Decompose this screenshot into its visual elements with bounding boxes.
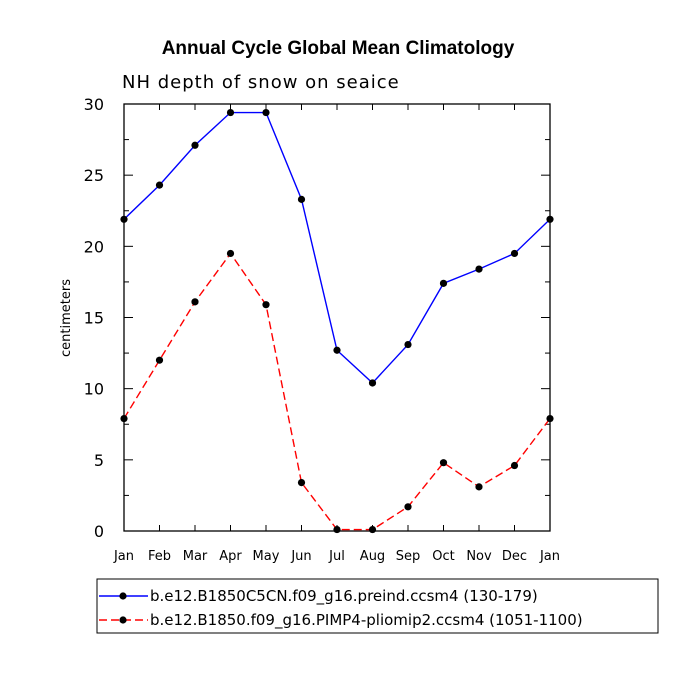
data-point [226,249,235,258]
data-point [510,249,519,258]
data-point [120,414,128,423]
legend: b.e12.B1850C5CN.f09_g16.preind.ccsm4 (13… [99,587,583,630]
data-point [368,379,377,387]
y-tick-label: 20 [84,237,104,256]
x-tick-label: Jun [290,549,311,564]
y-axis: 0 5 10 15 20 25 30 [84,95,550,541]
plot-frame [123,103,551,532]
y-tick-label: 0 [94,522,104,541]
y-tick-label: 15 [84,309,104,328]
data-point [262,301,270,309]
data-point [546,215,554,223]
y-axis-label: centimeters [59,279,74,357]
data-point [475,483,483,491]
legend-label-1: b.e12.B1850C5CN.f09_g16.preind.ccsm4 (13… [150,587,538,606]
x-tick-label: Aug [360,549,385,564]
data-point [475,265,483,273]
series-line-2 [123,252,551,531]
data-point [120,215,128,223]
y-tick-label: 10 [84,380,104,399]
x-tick-label: Jul [328,549,345,564]
x-axis: Jan Feb Mar Apr May Jun Jul Aug Sep Oct Nov Dec Jan [113,104,560,564]
y-tick-label: 25 [84,166,104,185]
x-tick-label: Feb [148,549,171,564]
data-point [510,461,519,470]
y-tick-label: 5 [94,451,104,470]
legend-label-2: b.e12.B1850.f09_g16.PIMP4-pliomip2.ccsm4… [150,611,583,630]
data-point [262,108,270,117]
data-point [333,525,341,534]
x-tick-label: Mar [183,549,208,564]
data-point [368,525,377,534]
series-line-1 [123,111,551,384]
data-point [226,108,235,117]
x-tick-label: Oct [432,549,454,564]
x-tick-label: Sep [396,549,421,564]
legend-marker-1 [119,592,127,600]
x-tick-label: Dec [502,549,527,564]
data-point [155,356,164,364]
data-point [546,414,554,423]
data-point [404,340,412,349]
data-point [439,459,448,467]
data-point [333,346,341,354]
data-point [191,141,199,149]
chart-title: Annual Cycle Global Mean Climatology [162,38,515,59]
data-point [191,298,199,306]
chart-subtitle: NH depth of snow on seaice [122,72,400,93]
x-tick-label: May [253,549,280,564]
data-point [439,279,448,287]
x-tick-label: Apr [219,549,242,564]
data-point [297,479,306,487]
data-point [155,181,164,189]
x-tick-label: Jan [113,549,134,564]
data-point [297,195,306,203]
y-tick-label: 30 [84,95,104,114]
x-tick-label: Jan [539,549,560,564]
series-layer [120,108,554,534]
data-point [404,503,412,511]
legend-marker-2 [119,616,127,624]
legend-box [96,578,659,634]
x-tick-label: Nov [466,549,492,564]
